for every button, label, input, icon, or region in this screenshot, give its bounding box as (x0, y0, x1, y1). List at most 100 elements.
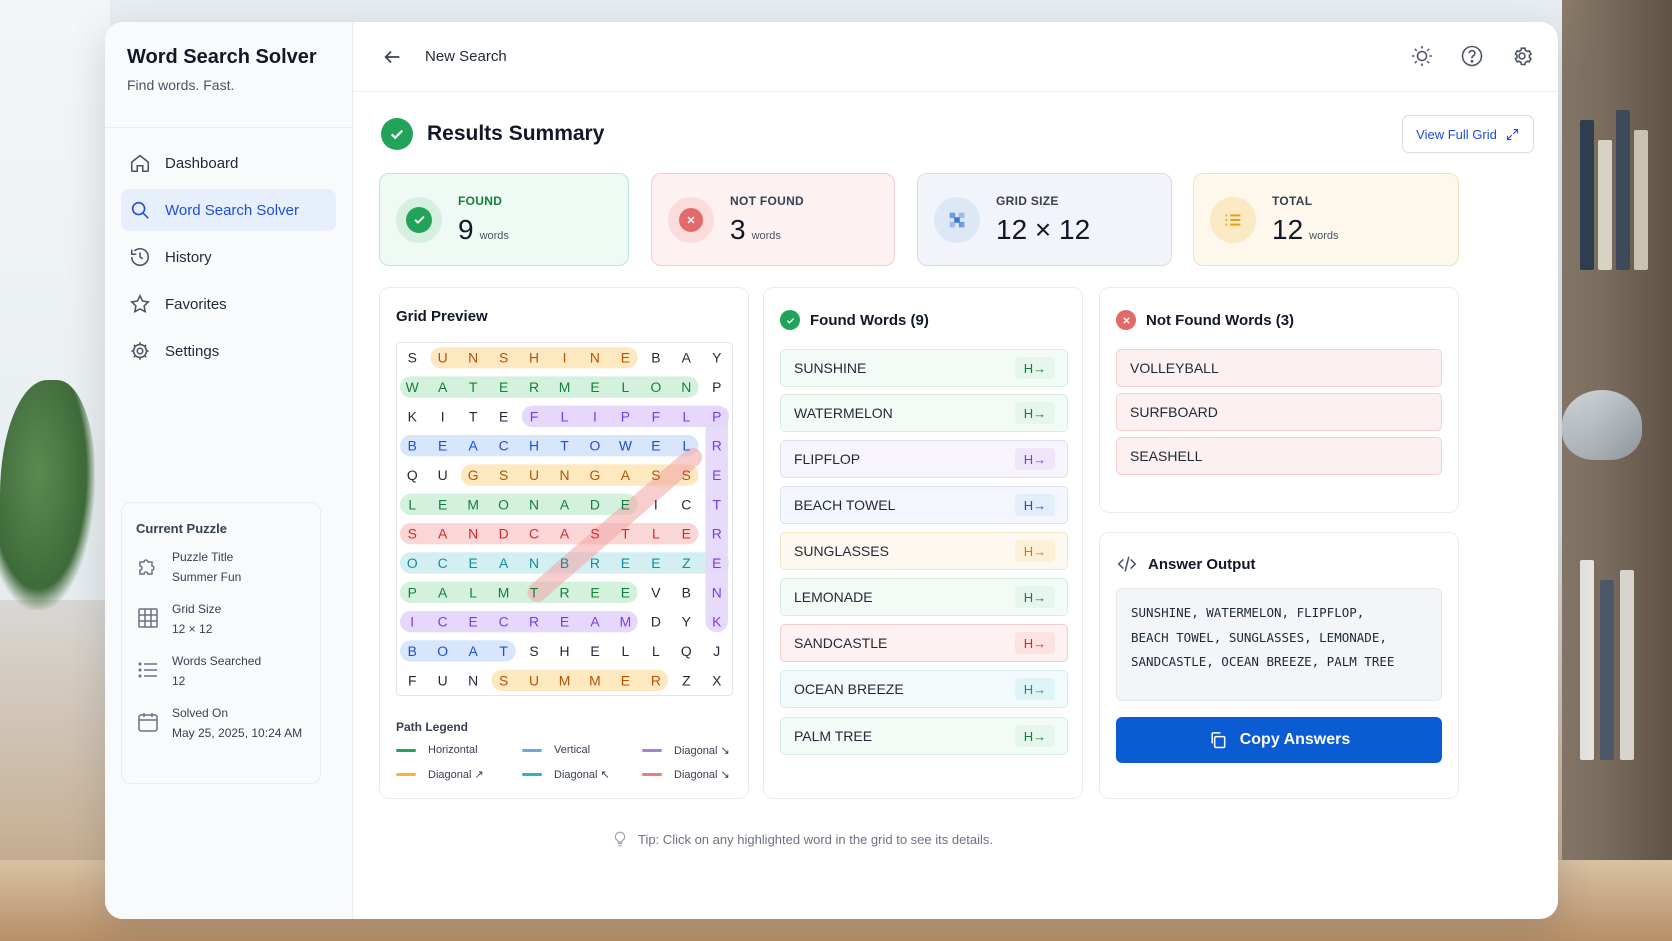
word-highlight[interactable] (491, 669, 669, 691)
grid-letter[interactable]: T (713, 496, 722, 512)
grid-letter[interactable]: M (559, 672, 571, 688)
grid-letter[interactable]: Q (681, 643, 692, 659)
grid-letter[interactable]: E (651, 555, 660, 571)
sidebar-item-history[interactable]: History (121, 236, 336, 278)
grid-letter[interactable]: L (622, 379, 630, 395)
grid-letter[interactable]: R (590, 555, 600, 571)
grid-letter[interactable]: A (468, 643, 478, 659)
grid-letter[interactable]: C (681, 496, 691, 512)
grid-letter[interactable]: A (682, 350, 692, 366)
word-highlight[interactable] (705, 405, 729, 633)
word-grid-canvas[interactable]: S U N S H I N E B A YW A T E R M E L O N PK I T E F L I P F L PB E A C H T O… (397, 343, 732, 695)
grid-letter[interactable]: M (589, 672, 601, 688)
grid-letter[interactable]: E (590, 584, 599, 600)
grid-letter[interactable]: E (712, 555, 721, 571)
word-highlight[interactable] (399, 640, 516, 662)
grid-letter[interactable]: L (469, 584, 477, 600)
grid-letter[interactable]: N (712, 584, 722, 600)
grid-letter[interactable]: B (408, 643, 417, 659)
grid-letter[interactable]: S (408, 526, 417, 542)
grid-letter[interactable]: L (652, 526, 660, 542)
grid-letter[interactable]: E (560, 614, 569, 630)
grid-letter[interactable]: R (712, 526, 722, 542)
grid-letter[interactable]: E (651, 438, 660, 454)
word-highlight[interactable] (399, 376, 699, 398)
word-highlight[interactable] (399, 493, 638, 516)
sidebar-item-settings[interactable]: Settings (121, 330, 336, 372)
grid-letter[interactable]: A (560, 526, 570, 542)
grid-letter[interactable]: A (499, 555, 509, 571)
grid-letter[interactable]: T (469, 408, 478, 424)
grid-letter[interactable]: S (499, 672, 508, 688)
grid-letter[interactable]: H (559, 643, 569, 659)
grid-letter[interactable]: K (712, 614, 722, 630)
grid-letter[interactable]: U (438, 350, 448, 366)
grid-letter[interactable]: E (499, 408, 508, 424)
grid-letter[interactable]: D (499, 526, 509, 542)
grid-letter[interactable]: I (410, 614, 414, 630)
not-found-word-item[interactable]: SEASHELL (1116, 437, 1442, 475)
grid-letter[interactable]: B (682, 584, 691, 600)
back-arrow-icon[interactable] (381, 46, 403, 68)
grid-letter[interactable]: L (408, 496, 416, 512)
grid-letter[interactable]: E (682, 526, 691, 542)
grid-letter[interactable]: Y (682, 614, 691, 630)
grid-letter[interactable]: C (438, 555, 448, 571)
grid-letter[interactable]: X (712, 672, 721, 688)
grid-letter[interactable]: E (499, 379, 508, 395)
answer-output-text[interactable]: SUNSHINE, WATERMELON, FLIPFLOP, BEACH TO… (1116, 588, 1442, 701)
word-highlight[interactable] (521, 405, 730, 428)
found-word-item[interactable]: LEMONADE H→ (780, 578, 1068, 616)
grid-letter[interactable]: I (563, 350, 567, 366)
grid-letter[interactable]: E (621, 672, 630, 688)
grid-letter[interactable]: A (560, 496, 570, 512)
grid-letter[interactable]: H (529, 350, 539, 366)
gear-icon[interactable] (1510, 44, 1534, 68)
grid-letter[interactable]: M (559, 379, 571, 395)
grid-letter[interactable]: R (559, 584, 569, 600)
grid-letter[interactable]: U (529, 672, 539, 688)
grid-letter[interactable]: I (654, 496, 658, 512)
grid-letter[interactable]: H (529, 438, 539, 454)
grid-letter[interactable]: A (590, 614, 600, 630)
grid-letter[interactable]: L (652, 643, 660, 659)
grid-letter[interactable]: F (652, 408, 661, 424)
grid-letter[interactable]: M (620, 614, 632, 630)
grid-letter[interactable]: B (651, 350, 660, 366)
grid-letter[interactable]: N (681, 379, 691, 395)
grid-letter[interactable]: A (438, 526, 448, 542)
grid-letter[interactable]: E (621, 584, 630, 600)
grid-letter[interactable]: T (469, 379, 478, 395)
grid-letter[interactable]: S (499, 350, 508, 366)
grid-letter[interactable]: E (468, 555, 477, 571)
found-word-item[interactable]: SANDCASTLE H→ (780, 624, 1068, 662)
grid-letter[interactable]: O (437, 643, 448, 659)
grid-letter[interactable]: U (529, 467, 539, 483)
grid-letter[interactable]: M (467, 496, 479, 512)
found-word-item[interactable]: FLIPFLOP H→ (780, 440, 1068, 478)
grid-letter[interactable]: P (408, 584, 417, 600)
not-found-word-item[interactable]: VOLLEYBALL (1116, 349, 1442, 387)
grid-letter[interactable]: S (682, 467, 691, 483)
grid-letter[interactable]: C (529, 526, 539, 542)
grid-letter[interactable]: C (499, 614, 509, 630)
grid-letter[interactable]: E (621, 496, 630, 512)
grid-letter[interactable]: F (530, 408, 539, 424)
grid-letter[interactable]: Q (407, 467, 418, 483)
grid-letter[interactable]: A (438, 379, 448, 395)
grid-letter[interactable]: S (499, 467, 508, 483)
grid-letter[interactable]: E (712, 467, 721, 483)
grid-letter[interactable]: W (619, 438, 633, 454)
grid-letter[interactable]: U (438, 467, 448, 483)
grid-letter[interactable]: S (590, 526, 599, 542)
grid-letter[interactable]: I (593, 408, 597, 424)
word-highlight[interactable] (399, 610, 638, 633)
grid-letter[interactable]: T (560, 438, 569, 454)
grid-letter[interactable]: P (712, 408, 721, 424)
grid-letter[interactable]: P (712, 379, 721, 395)
grid-letter[interactable]: T (499, 643, 508, 659)
grid-letter[interactable]: I (441, 408, 445, 424)
grid-letter[interactable]: M (498, 584, 510, 600)
grid-letter[interactable]: R (712, 438, 722, 454)
